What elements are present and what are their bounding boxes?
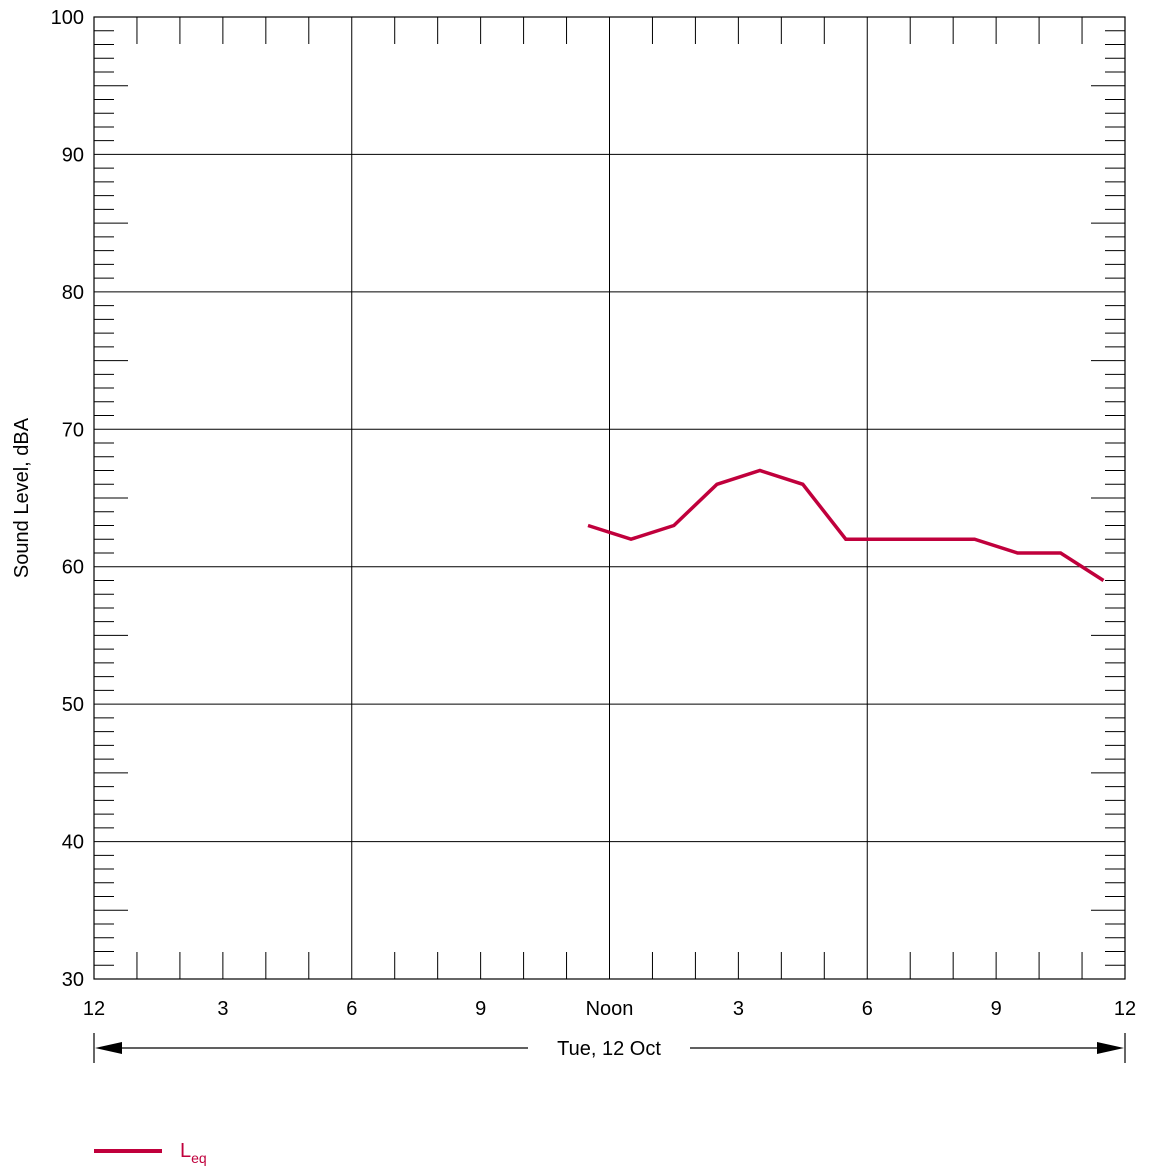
y-tick-label: 90 xyxy=(62,144,84,166)
plot-frame xyxy=(93,16,1126,980)
y-tick-label: 100 xyxy=(51,7,84,29)
y-tick-label: 80 xyxy=(62,282,84,304)
x-tick-label: 12 xyxy=(1114,998,1136,1020)
legend-label: Leq xyxy=(180,1140,207,1166)
y-tick-labels: 30 40 50 60 70 80 90 100 xyxy=(51,7,84,991)
y-tick-label: 60 xyxy=(62,557,84,579)
x-tick-label: 9 xyxy=(475,998,486,1020)
x-tick-label: 12 xyxy=(83,998,105,1020)
series-line-leq xyxy=(587,468,1105,582)
x-axis-title: Tue, 12 Oct xyxy=(557,1038,661,1060)
x-tick-label: Noon xyxy=(586,998,634,1020)
x-tick-label: 9 xyxy=(991,998,1002,1020)
right-arrow-icon xyxy=(1097,1042,1124,1054)
x-tick-labels: 12 3 6 9 Noon 3 6 9 12 xyxy=(83,998,1136,1020)
y-tick-label: 70 xyxy=(62,419,84,441)
y-tick-label: 30 xyxy=(62,969,84,991)
x-tick-label: 3 xyxy=(733,998,744,1020)
y-tick-label: 40 xyxy=(62,832,84,854)
y-tick-label: 50 xyxy=(62,694,84,716)
legend: Leq xyxy=(94,1140,207,1166)
x-axis-span: Tue, 12 Oct xyxy=(93,1033,1126,1063)
x-tick-label: 6 xyxy=(346,998,357,1020)
legend-label-main: L xyxy=(180,1140,191,1162)
x-tick-label: 6 xyxy=(862,998,873,1020)
grid xyxy=(94,17,1125,979)
left-arrow-icon xyxy=(95,1042,122,1054)
x-tick-label: 3 xyxy=(217,998,228,1020)
series-layer xyxy=(587,468,1105,582)
minor-ticks xyxy=(94,17,1125,979)
y-axis-title: Sound Level, dBA xyxy=(11,417,33,578)
legend-label-sub: eq xyxy=(191,1150,207,1166)
